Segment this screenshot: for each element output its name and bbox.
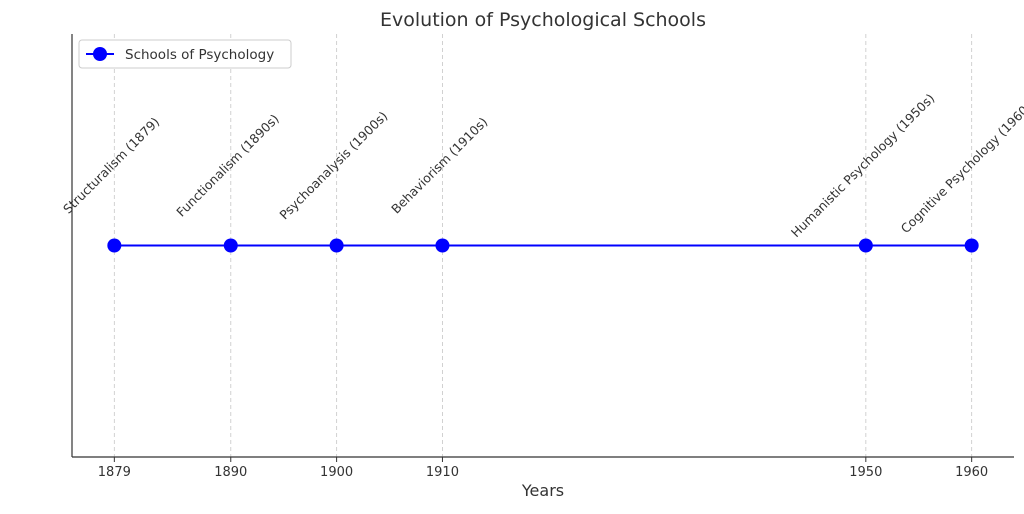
data-point	[858, 238, 873, 253]
data-point-label: Structuralism (1879)	[60, 114, 162, 216]
data-point-label: Psychoanalysis (1900s)	[276, 108, 390, 222]
data-point	[223, 238, 238, 253]
x-ticks: 1879 1890 1900 1910 1950 1960	[98, 457, 988, 480]
x-axis-title: Years	[521, 481, 564, 500]
series-layer	[107, 238, 979, 253]
data-point-label: Behaviorism (1910s)	[388, 114, 490, 216]
x-tick-label: 1900	[320, 465, 353, 480]
x-tick-label: 1960	[955, 465, 988, 480]
data-point	[329, 238, 344, 253]
legend-box	[78, 39, 292, 69]
x-tick-label: 1950	[849, 465, 882, 480]
legend-marker	[93, 47, 107, 61]
point-labels: Structuralism (1879) Functionalism (1890s…	[60, 91, 1024, 241]
data-point-label: Functionalism (1890s)	[173, 111, 282, 220]
data-point	[107, 238, 122, 253]
data-point	[964, 238, 979, 253]
data-point	[435, 238, 450, 253]
x-tick-label: 1890	[214, 465, 247, 480]
x-tick-label: 1879	[98, 465, 131, 480]
x-tick-label: 1910	[426, 465, 459, 480]
legend-label: Schools of Psychology	[125, 47, 274, 63]
legend: Schools of Psychology	[78, 39, 292, 69]
chart-title: Evolution of Psychological Schools	[380, 9, 706, 31]
axes-layer	[71, 34, 1014, 458]
